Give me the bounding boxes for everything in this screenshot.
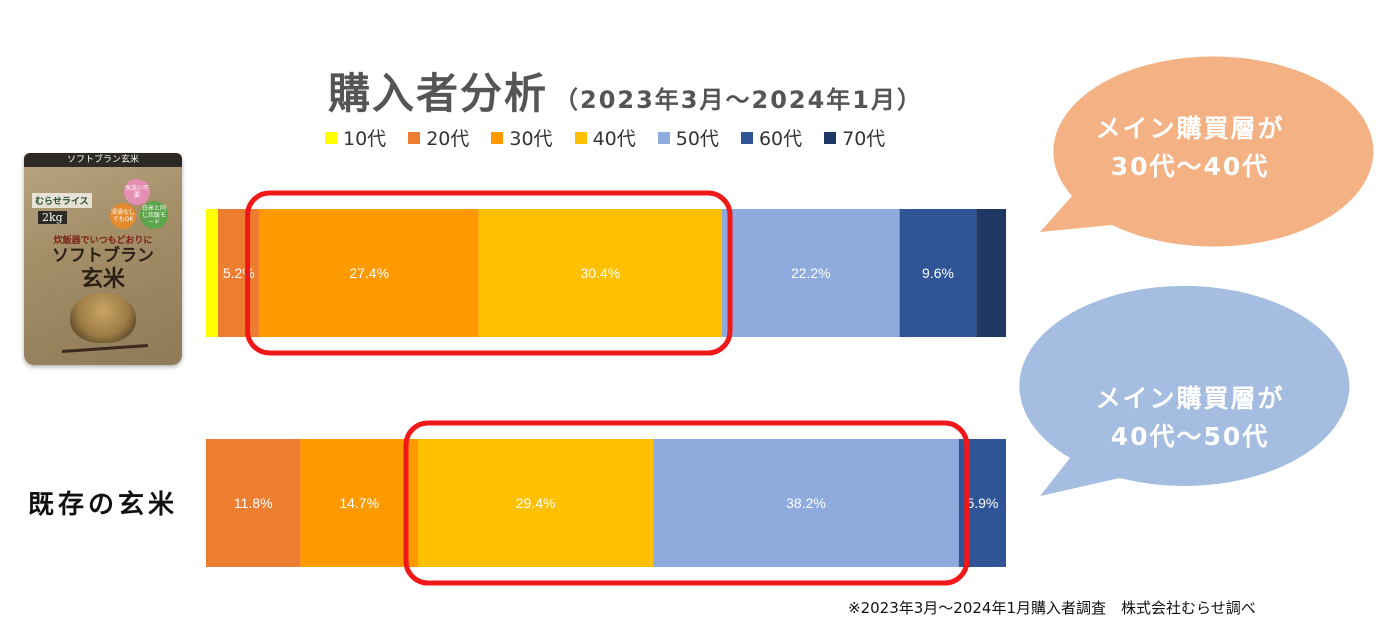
bubble-1-line1: メイン購買層が [1095,114,1285,143]
legend-item-60: 60代 [740,124,803,151]
product-badge: 浸漬なしでもOK [110,203,136,229]
legend-label: 50代 [675,128,719,150]
data-label: 14.7% [339,495,379,511]
footnote: ※2023年3月～2024年1月購入者調査 株式会社むらせ調べ [848,599,1256,617]
legend-swatch [325,131,337,144]
legend-swatch [574,131,587,144]
bar-segment [218,209,260,337]
bar-segment [259,209,479,337]
row-label-existing: 既存の玄米 [28,490,179,520]
legend-swatch [657,131,670,144]
data-label: 9.6% [922,265,954,281]
highlight-box [245,190,733,356]
product-badge-text: 白米と同じ炊飯モード [141,204,166,226]
product-name-line2: 玄米 [80,266,125,292]
product-name-line1: ソフトブラン [52,246,154,266]
legend-label: 10代 [343,128,387,150]
legend-item-10: 10代 [325,124,386,151]
product-brand: むらせライス [32,193,92,208]
bubble-1-line2: 30代～40代 [1110,152,1270,181]
speech-bubbles [1019,56,1374,496]
bubble-text-2: メイン購買層が 40代～50代 [1060,380,1320,456]
legend-item-40: 40代 [574,124,636,151]
bar-segment [418,439,654,567]
highlight-box [403,420,970,586]
legend-label: 60代 [758,128,803,150]
product-band: 炊飯器でいつもどおりに [53,236,153,246]
bar-segment [206,209,218,337]
product-badge-text: 浸漬なしでもOK [110,209,135,223]
bars [206,209,1006,567]
data-label: 5.9% [966,495,998,511]
chart-title: 購入者分析 （2023年3月～2024年1月） [328,60,923,121]
data-label: 38.2% [786,495,826,511]
highlight-boxes [245,190,970,586]
title-main: 購入者分析 [328,69,549,118]
legend-swatch [824,131,837,144]
data-label: 11.8% [234,495,273,511]
rice-bowl-icon [70,293,136,343]
bubble-text-1: メイン購買層が 30代～40代 [1060,110,1320,186]
product-package-image: ソフトブラン玄米 むらせライス 2kg 水洗い不要 浸漬なしでもOK 白米と同じ… [24,153,182,365]
speech-bubble-2 [1019,285,1350,496]
product-name: ソフトブラン 玄米 [24,246,182,292]
product-badge: 白米と同じ炊飯モード [140,201,168,229]
bar-segment [478,209,722,337]
product-badge-text: 水洗い不要 [124,185,149,199]
data-label: 22.2% [791,265,831,281]
legend: 10代 20代 30代 40代 50代 60代 70代 [325,124,885,151]
legend-label: 70代 [842,128,886,150]
data-label: 30.4% [581,265,621,281]
bar-segment [653,439,959,567]
bubble-2-line1: メイン購買層が [1095,384,1285,413]
legend-label: 40代 [592,128,636,150]
bar-segment [206,439,301,567]
legend-swatch [740,131,753,144]
legend-item-70: 70代 [824,124,885,151]
product-badge: 水洗い不要 [124,179,150,205]
product-weight: 2kg [38,211,67,224]
data-label: 27.4% [349,265,389,281]
title-sub: （2023年3月～2024年1月） [554,86,924,114]
legend-item-20: 20代 [408,124,469,151]
data-label: 29.4% [516,495,556,511]
bubble-2-line2: 40代～50代 [1110,422,1270,451]
bar-segment [976,209,1006,337]
speech-bubble-1 [1040,56,1374,247]
legend-swatch [408,131,421,144]
legend-swatch [491,131,504,144]
legend-label: 20代 [426,128,470,150]
legend-item-50: 50代 [657,124,719,151]
bar-segment [722,209,900,337]
bar-segment [300,439,418,567]
legend-label: 30代 [509,128,553,150]
data-labels: 5.2% 27.4% 30.4% 22.2% 9.6%11.8% 14.7% 29.4% 38… [223,265,999,511]
legend-item-30: 30代 [491,124,553,151]
product-top-text: ソフトブラン玄米 [24,153,182,167]
bar-segment [899,209,977,337]
